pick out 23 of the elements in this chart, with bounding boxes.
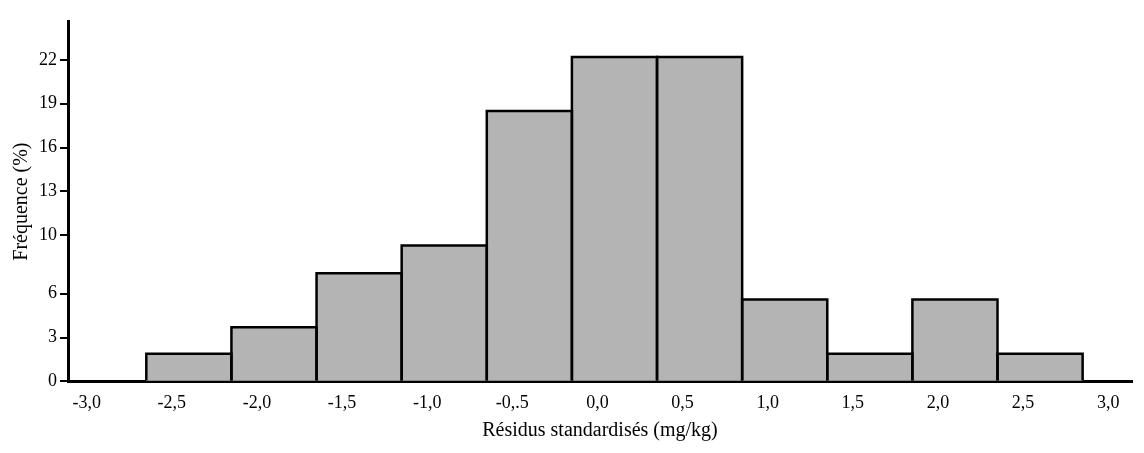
x-tick-label: -2,0 [242,391,272,412]
x-tick-label: -2,5 [157,391,187,412]
y-tick-label: 22 [39,48,57,69]
x-tick-label: 3,0 [1096,391,1120,412]
x-tick-label: 0,0 [586,391,609,412]
x-tick-label: 2,5 [1011,391,1035,412]
x-axis-title: Résidus standardisés (mg/kg) [482,418,718,442]
x-tick-label: -1,0 [412,391,442,412]
x-tick-label: -0,.5 [495,391,529,412]
x-tick-label: 0,5 [671,391,694,412]
y-tick-label: 10 [39,223,57,244]
y-tick-label: 0 [48,370,57,391]
y-tick-label: 6 [48,282,57,303]
y-tick-label: 19 [39,92,57,113]
x-tick-label: 1,0 [756,391,779,412]
x-tick-label: 2,0 [926,391,950,412]
x-tick-label: 1,5 [841,391,865,412]
x-tick-label: -1,5 [327,391,357,412]
y-tick-label: 16 [39,136,57,157]
y-axis-title: Fréquence (%) [9,142,33,261]
x-tick-label: -3,0 [72,391,101,412]
y-tick-label: 3 [48,326,57,347]
y-tick-label: 13 [39,180,57,201]
